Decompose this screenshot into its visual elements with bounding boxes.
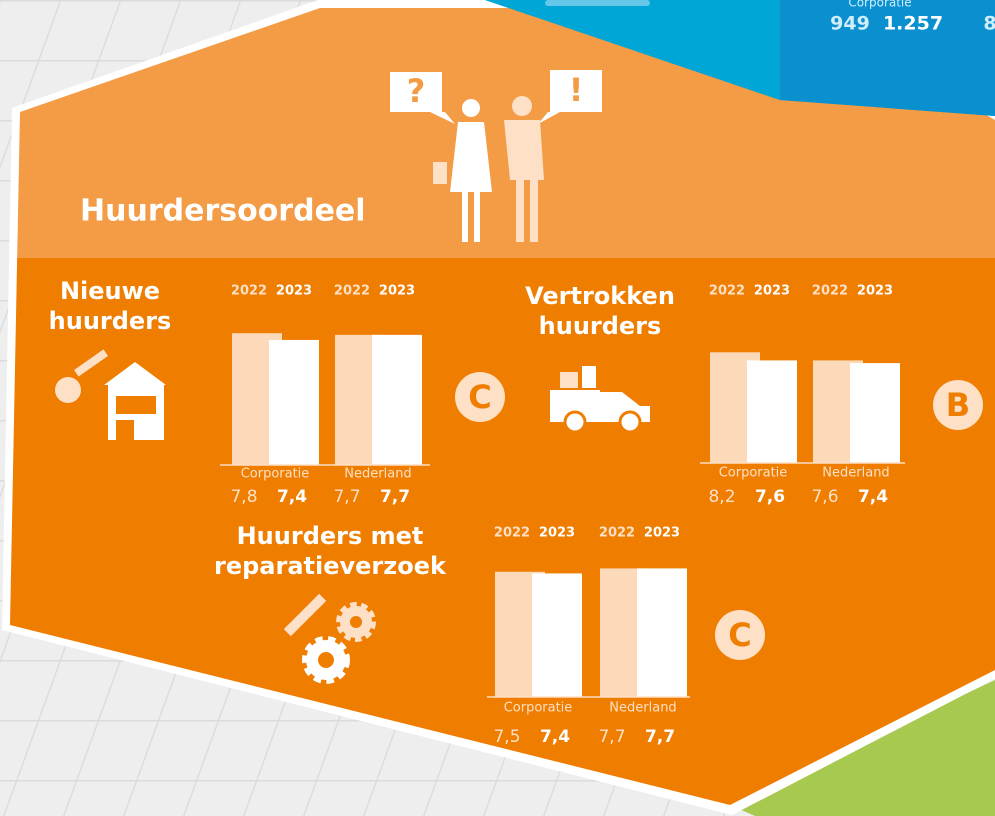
bar <box>372 334 422 465</box>
year-label: 2022 <box>599 526 635 541</box>
group-label: Corporatie <box>504 701 573 716</box>
people-icon: ? ! <box>390 70 602 242</box>
blue-value: 8 <box>983 13 995 35</box>
value-label: 7,4 <box>277 487 307 507</box>
panel-title: huurders <box>539 312 662 340</box>
blue-panel-dark <box>780 0 995 116</box>
bar <box>532 573 582 697</box>
bar <box>637 568 687 697</box>
blue-value: 1.257 <box>883 13 943 35</box>
group-label: Nederland <box>609 701 676 716</box>
year-label: 2023 <box>276 284 312 299</box>
value-label: 7,6 <box>811 487 838 507</box>
exclamation-mark: ! <box>569 71 584 109</box>
year-label: 2022 <box>812 284 848 299</box>
group-label: Nederland <box>822 466 889 481</box>
bar <box>747 360 797 463</box>
panel-title: Nieuwe <box>60 277 160 305</box>
year-label: 2023 <box>644 526 680 541</box>
grade: C <box>728 616 751 654</box>
group-label: Nederland <box>344 467 411 482</box>
year-label: 2022 <box>334 284 370 299</box>
value-label: 7,4 <box>858 487 888 507</box>
grade: C <box>468 378 491 416</box>
year-label: 2022 <box>494 526 530 541</box>
panel-title: Huurders met <box>237 522 424 550</box>
main-title: Huurdersoordeel <box>80 194 366 229</box>
value-label: 7,7 <box>645 727 675 747</box>
grade-badge <box>933 380 983 430</box>
panel-title: reparatieverzoek <box>214 552 447 580</box>
value-label: 8,2 <box>708 487 735 507</box>
grade-badge <box>455 372 505 422</box>
grade: B <box>946 386 970 424</box>
year-label: 2023 <box>857 284 893 299</box>
grade-badge <box>715 610 765 660</box>
value-label: 7,5 <box>493 727 520 747</box>
blue-value: 949 <box>830 13 870 35</box>
group-label: Corporatie <box>241 467 310 482</box>
blue-button <box>545 0 650 6</box>
bar <box>850 363 900 463</box>
group-label: Corporatie <box>719 466 788 481</box>
year-label: 2022 <box>231 284 267 299</box>
value-label: 7,7 <box>380 487 410 507</box>
blue-label: Corporatie <box>848 0 911 10</box>
bar <box>269 339 319 465</box>
key-house-icon <box>55 349 166 440</box>
question-mark: ? <box>407 72 426 110</box>
value-label: 7,7 <box>333 487 360 507</box>
value-label: 7,4 <box>540 727 570 747</box>
year-label: 2022 <box>709 284 745 299</box>
panel-title: huurders <box>49 307 172 335</box>
year-label: 2023 <box>379 284 415 299</box>
year-label: 2023 <box>754 284 790 299</box>
year-label: 2023 <box>539 526 575 541</box>
truck-icon <box>550 366 650 434</box>
tools-icon <box>283 593 376 684</box>
value-label: 7,8 <box>230 487 257 507</box>
green-panel <box>730 680 995 816</box>
value-label: 7,6 <box>755 487 785 507</box>
panel-title: Vertrokken <box>525 282 675 310</box>
value-label: 7,7 <box>598 727 625 747</box>
